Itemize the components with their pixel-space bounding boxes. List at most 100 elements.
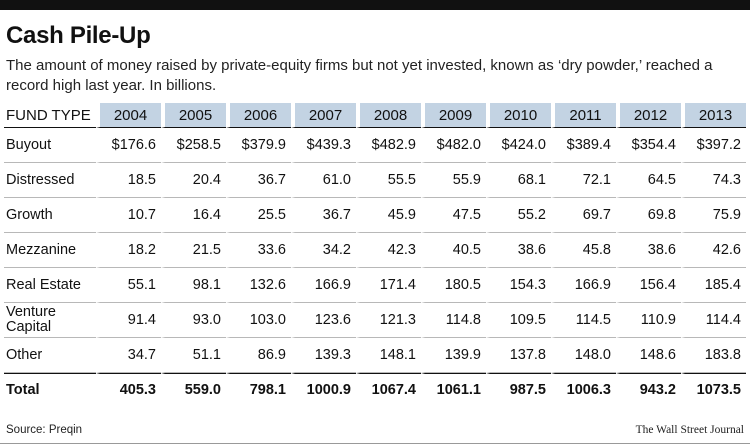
- value-cell: 1061.1: [421, 373, 486, 406]
- value-cell: 25.5: [226, 198, 291, 233]
- value-cell: $389.4: [551, 128, 616, 163]
- value-cell: 40.5: [421, 233, 486, 268]
- publisher-credit: The Wall Street Journal: [635, 424, 744, 436]
- data-table: FUND TYPE 2004 2005 2006 2007 2008 2009 2010 20…: [4, 103, 746, 406]
- value-cell: 69.7: [551, 198, 616, 233]
- value-cell: 34.2: [291, 233, 356, 268]
- value-cell: $424.0: [486, 128, 551, 163]
- row-label: Real Estate: [4, 268, 96, 303]
- year-header: 2007: [291, 103, 356, 128]
- top-rule: [0, 0, 750, 10]
- value-cell: $258.5: [161, 128, 226, 163]
- value-cell: $379.9: [226, 128, 291, 163]
- value-cell: 798.1: [226, 373, 291, 406]
- value-cell: 166.9: [551, 268, 616, 303]
- value-cell: 64.5: [616, 163, 681, 198]
- value-cell: $176.6: [96, 128, 161, 163]
- value-cell: 156.4: [616, 268, 681, 303]
- value-cell: $397.2: [681, 128, 746, 163]
- value-cell: 137.8: [486, 338, 551, 373]
- value-cell: 166.9: [291, 268, 356, 303]
- value-cell: 21.5: [161, 233, 226, 268]
- value-cell: 110.9: [616, 303, 681, 338]
- value-cell: 1067.4: [356, 373, 421, 406]
- year-header: 2006: [226, 103, 291, 128]
- value-cell: 38.6: [616, 233, 681, 268]
- value-cell: 10.7: [96, 198, 161, 233]
- value-cell: 34.7: [96, 338, 161, 373]
- value-cell: 55.1: [96, 268, 161, 303]
- row-label: Venture Capital: [4, 303, 96, 338]
- value-cell: 36.7: [291, 198, 356, 233]
- value-cell: 86.9: [226, 338, 291, 373]
- fund-type-header: FUND TYPE: [4, 103, 96, 128]
- value-cell: 45.9: [356, 198, 421, 233]
- year-header: 2004: [96, 103, 161, 128]
- value-cell: 69.8: [616, 198, 681, 233]
- header-row: FUND TYPE 2004 2005 2006 2007 2008 2009 2010 20…: [4, 103, 746, 128]
- value-cell: 18.2: [96, 233, 161, 268]
- value-cell: 114.5: [551, 303, 616, 338]
- value-cell: 18.5: [96, 163, 161, 198]
- chart-title: Cash Pile-Up: [6, 22, 151, 49]
- value-cell: 55.9: [421, 163, 486, 198]
- value-cell: 185.4: [681, 268, 746, 303]
- value-cell: 121.3: [356, 303, 421, 338]
- value-cell: 183.8: [681, 338, 746, 373]
- value-cell: 42.6: [681, 233, 746, 268]
- value-cell: 103.0: [226, 303, 291, 338]
- value-cell: 68.1: [486, 163, 551, 198]
- value-cell: 20.4: [161, 163, 226, 198]
- value-cell: 180.5: [421, 268, 486, 303]
- value-cell: 148.1: [356, 338, 421, 373]
- value-cell: 405.3: [96, 373, 161, 406]
- value-cell: 47.5: [421, 198, 486, 233]
- row-label: Distressed: [4, 163, 96, 198]
- value-cell: 109.5: [486, 303, 551, 338]
- value-cell: 55.2: [486, 198, 551, 233]
- value-cell: 1000.9: [291, 373, 356, 406]
- value-cell: 72.1: [551, 163, 616, 198]
- value-cell: 55.5: [356, 163, 421, 198]
- value-cell: 74.3: [681, 163, 746, 198]
- table-row: Mezzanine 18.2 21.5 33.6 34.2 42.3 40.5 38.6 45.…: [4, 233, 746, 268]
- value-cell: 1073.5: [681, 373, 746, 406]
- value-cell: 148.0: [551, 338, 616, 373]
- value-cell: 51.1: [161, 338, 226, 373]
- value-cell: 987.5: [486, 373, 551, 406]
- year-header: 2010: [486, 103, 551, 128]
- value-cell: $482.0: [421, 128, 486, 163]
- value-cell: 42.3: [356, 233, 421, 268]
- year-header: 2008: [356, 103, 421, 128]
- value-cell: 61.0: [291, 163, 356, 198]
- table-row: Buyout $176.6 $258.5 $379.9 $439.3 $482.9 $482…: [4, 128, 746, 163]
- value-cell: 91.4: [96, 303, 161, 338]
- year-header: 2009: [421, 103, 486, 128]
- year-header: 2011: [551, 103, 616, 128]
- row-label: Other: [4, 338, 96, 373]
- row-label: Total: [4, 373, 96, 406]
- value-cell: $482.9: [356, 128, 421, 163]
- value-cell: 45.8: [551, 233, 616, 268]
- source-note: Source: Preqin: [6, 424, 83, 436]
- value-cell: $439.3: [291, 128, 356, 163]
- table-row: Other 34.7 51.1 86.9 139.3 148.1 139.9 137.8 148…: [4, 338, 746, 373]
- table-row: Venture Capital 91.4 93.0 103.0 123.6 121.3 11…: [4, 303, 746, 338]
- value-cell: 114.4: [681, 303, 746, 338]
- value-cell: 132.6: [226, 268, 291, 303]
- value-cell: 38.6: [486, 233, 551, 268]
- value-cell: 123.6: [291, 303, 356, 338]
- value-cell: 148.6: [616, 338, 681, 373]
- value-cell: 1006.3: [551, 373, 616, 406]
- chart-subtitle: The amount of money raised by private-eq…: [6, 57, 713, 94]
- value-cell: 171.4: [356, 268, 421, 303]
- bottom-rule: [0, 443, 750, 444]
- value-cell: 559.0: [161, 373, 226, 406]
- table-row: Growth 10.7 16.4 25.5 36.7 45.9 47.5 55.2 69.7 69…: [4, 198, 746, 233]
- row-label: Buyout: [4, 128, 96, 163]
- value-cell: 93.0: [161, 303, 226, 338]
- year-header: 2005: [161, 103, 226, 128]
- value-cell: 36.7: [226, 163, 291, 198]
- year-header: 2013: [681, 103, 746, 128]
- value-cell: 75.9: [681, 198, 746, 233]
